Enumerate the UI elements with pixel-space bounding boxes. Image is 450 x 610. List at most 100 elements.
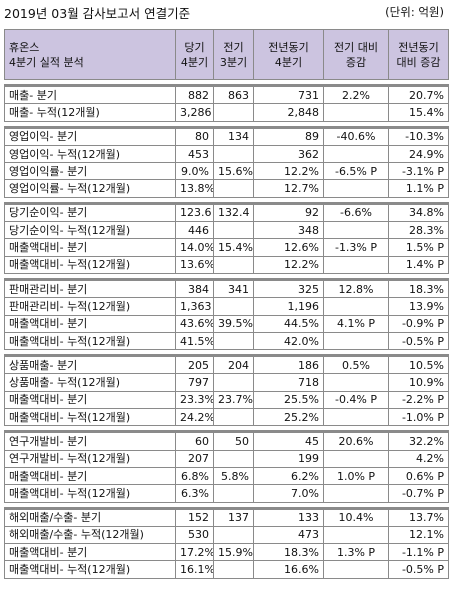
table-cell: 24.2% [175,408,214,427]
table-cell [213,255,254,274]
table-cell [323,484,389,503]
table-cell: 5.8% [213,466,254,486]
row-label: 매출액대비- 분기 [4,466,176,486]
row-label: 연구개발비- 누적(12개월) [4,449,176,468]
table-cell: -0.5% P [388,560,449,579]
table-row: 매출액대비- 분기 6.8% 5.8% 6.2% 1.0% P 0.6% P [4,466,449,486]
row-label: 매출액대비- 분기 [4,314,176,333]
group-separator [4,501,449,510]
table-row: 매출액대비- 누적(12개월) 41.5% 42.0% -0.5% P [4,331,449,351]
table-cell: 1.5% P [388,238,449,257]
table-cell: 718 [253,373,324,392]
table-cell: 6.2% [253,466,324,486]
row-label: 판매관리비- 분기 [4,278,176,299]
separator-cell [4,196,449,205]
table-cell: 24.9% [388,144,449,164]
table-cell: 10.5% [388,355,449,375]
table-cell [213,484,254,503]
table-cell: -6.5% P [323,162,389,181]
table-cell: 731 [253,84,324,105]
column-header: 전기 3분기 [213,29,254,80]
table-cell: 446 [175,221,214,240]
table-row: 매출액대비- 누적(12개월) 16.1% 16.6% -0.5% P [4,560,449,579]
row-label: 영업이익률- 분기 [4,162,176,181]
unit-label: (단위: 억원) [385,5,444,19]
table-row: 매출액대비- 분기 43.6% 39.5% 44.5% 4.1% P -0.9% P [4,314,449,333]
row-label: 해외매출/수출- 분기 [4,507,176,527]
table-cell [213,179,254,198]
table-cell: -0.4% P [323,390,389,410]
table-cell: 10.4% [323,507,389,527]
table-cell: -0.5% P [388,331,449,351]
table-row: 연구개발비- 분기 60 50 45 20.6% 32.2% [4,431,449,451]
table-cell: 23.7% [213,390,254,410]
table-cell [213,525,254,545]
table-cell: 80 [175,126,214,146]
table-cell: 1,196 [253,297,324,316]
table-cell [323,449,389,468]
table-cell [323,297,389,316]
table-cell: 4.1% P [323,314,389,333]
table-cell: 32.2% [388,431,449,451]
table-cell: 12.2% [253,255,324,274]
table-cell: 16.6% [253,560,324,579]
table-row: 영업이익률- 누적(12개월) 13.8% 12.7% 1.1% P [4,179,449,198]
row-label: 매출액대비- 누적(12개월) [4,331,176,351]
table-cell: 13.9% [388,297,449,316]
table-cell: 12.8% [323,278,389,299]
column-header: 전년동기 대비 증감 [388,29,449,80]
table-cell: -10.3% [388,126,449,146]
table-cell [213,144,254,164]
table-row: 매출액대비- 분기 23.3% 23.7% 25.5% -0.4% P -2.2% P [4,390,449,410]
row-label: 영업이익률- 누적(12개월) [4,179,176,198]
table-cell: 44.5% [253,314,324,333]
table-cell: 12.7% [253,179,324,198]
row-label: 판매관리비- 누적(12개월) [4,297,176,316]
table-cell: 17.2% [175,543,214,562]
table-cell: 15.6% [213,162,254,181]
table-cell: 204 [213,355,254,375]
group-separator [4,79,449,87]
table-cell: 530 [175,525,214,545]
table-cell: 12.6% [253,238,324,257]
table-row: 매출액대비- 누적(12개월) 6.3% 7.0% -0.7% P [4,484,449,503]
column-header: 휴온스 4분기 실적 분석 [4,29,176,80]
table-row: 매출액대비- 분기 14.0% 15.4% 12.6% -1.3% P 1.5% P [4,238,449,257]
table-cell: 12.1% [388,525,449,545]
table-cell: 863 [213,84,254,105]
group-separator [4,196,449,205]
table-cell: 23.3% [175,390,214,410]
table-cell: 41.5% [175,331,214,351]
table-cell: 18.3% [388,278,449,299]
row-label: 상품매출- 분기 [4,355,176,375]
row-label: 당기순이익- 분기 [4,202,176,223]
table-cell: 1.0% P [323,466,389,486]
table-row: 영업이익률- 분기 9.0% 15.6% 12.2% -6.5% P -3.1% P [4,162,449,181]
table-row: 당기순이익- 분기 123.6 132.4 92 -6.6% 34.8% [4,202,449,223]
table-cell: 0.5% [323,355,389,375]
table-cell [213,221,254,240]
table-cell: 473 [253,525,324,545]
report-title: 2019년 03월 감사보고서 연결기준 [4,6,191,21]
table-row: 영업이익- 분기 80 134 89 -40.6% -10.3% [4,126,449,146]
table-cell: 15.9% [213,543,254,562]
table-row: 영업이익- 누적(12개월) 453 362 24.9% [4,144,449,164]
table-cell: 882 [175,84,214,105]
table-cell: 4.2% [388,449,449,468]
table-cell: 14.0% [175,238,214,257]
table-cell: 20.7% [388,84,449,105]
table-cell [213,408,254,427]
table-cell [213,560,254,579]
table-cell: 13.8% [175,179,214,198]
table-cell [323,408,389,427]
table-cell [323,560,389,579]
table-cell: 797 [175,373,214,392]
table-cell: -1.3% P [323,238,389,257]
table-cell: 45 [253,431,324,451]
row-label: 매출액대비- 누적(12개월) [4,255,176,274]
table-cell [323,525,389,545]
separator-cell [4,501,449,510]
row-label: 상품매출- 누적(12개월) [4,373,176,392]
row-label: 해외매출/수출- 누적(12개월) [4,525,176,545]
financial-table: 휴온스 4분기 실적 분석 당기 4분기 전기 3분기 전년동기 4분기 전기 대비 증감 전년동기… [4,29,449,579]
